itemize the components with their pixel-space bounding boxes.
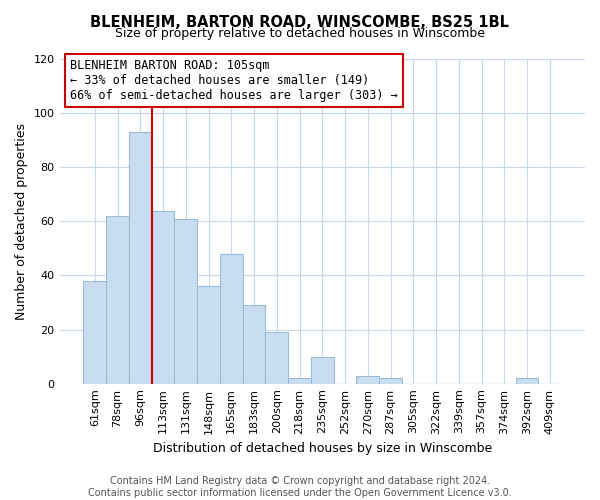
Text: Contains HM Land Registry data © Crown copyright and database right 2024.
Contai: Contains HM Land Registry data © Crown c… — [88, 476, 512, 498]
Bar — [197, 286, 220, 384]
Bar — [152, 210, 175, 384]
Bar — [356, 376, 379, 384]
Bar — [515, 378, 538, 384]
Y-axis label: Number of detached properties: Number of detached properties — [15, 123, 28, 320]
Text: BLENHEIM, BARTON ROAD, WINSCOMBE, BS25 1BL: BLENHEIM, BARTON ROAD, WINSCOMBE, BS25 1… — [91, 15, 509, 30]
Bar — [83, 281, 106, 384]
Text: Size of property relative to detached houses in Winscombe: Size of property relative to detached ho… — [115, 28, 485, 40]
Bar — [288, 378, 311, 384]
Bar — [220, 254, 242, 384]
Bar — [129, 132, 152, 384]
Bar — [265, 332, 288, 384]
Bar — [106, 216, 129, 384]
Bar — [175, 218, 197, 384]
Text: BLENHEIM BARTON ROAD: 105sqm
← 33% of detached houses are smaller (149)
66% of s: BLENHEIM BARTON ROAD: 105sqm ← 33% of de… — [70, 59, 398, 102]
X-axis label: Distribution of detached houses by size in Winscombe: Distribution of detached houses by size … — [152, 442, 492, 455]
Bar — [311, 356, 334, 384]
Bar — [379, 378, 402, 384]
Bar — [242, 305, 265, 384]
